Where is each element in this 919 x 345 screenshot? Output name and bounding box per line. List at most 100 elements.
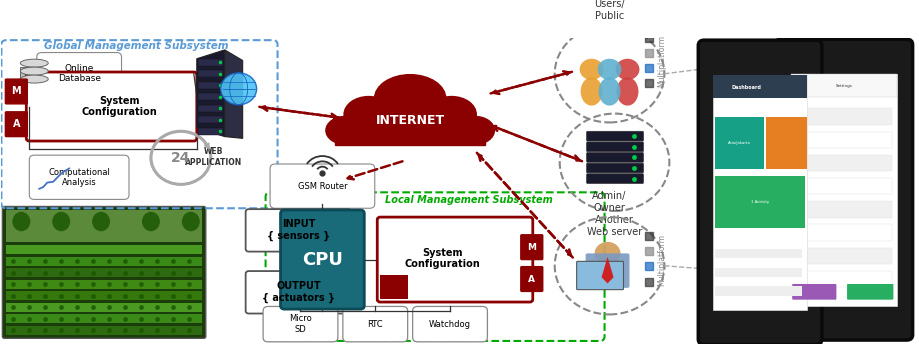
FancyBboxPatch shape bbox=[714, 176, 804, 228]
FancyBboxPatch shape bbox=[520, 267, 542, 292]
FancyBboxPatch shape bbox=[198, 82, 222, 89]
Text: Settings: Settings bbox=[834, 85, 851, 88]
FancyBboxPatch shape bbox=[765, 117, 806, 169]
Ellipse shape bbox=[221, 73, 256, 105]
FancyBboxPatch shape bbox=[270, 164, 374, 208]
FancyBboxPatch shape bbox=[29, 155, 129, 199]
FancyBboxPatch shape bbox=[585, 253, 629, 288]
FancyBboxPatch shape bbox=[792, 178, 891, 194]
FancyBboxPatch shape bbox=[714, 267, 801, 277]
Text: Local Management Subsystem: Local Management Subsystem bbox=[385, 195, 552, 205]
Ellipse shape bbox=[344, 97, 393, 132]
Text: 1 Activity: 1 Activity bbox=[750, 200, 768, 204]
FancyBboxPatch shape bbox=[27, 72, 197, 141]
Circle shape bbox=[597, 59, 621, 80]
Ellipse shape bbox=[359, 112, 414, 140]
Ellipse shape bbox=[426, 97, 476, 132]
Ellipse shape bbox=[182, 212, 199, 231]
FancyBboxPatch shape bbox=[343, 306, 407, 342]
Circle shape bbox=[615, 59, 639, 80]
FancyBboxPatch shape bbox=[245, 209, 351, 252]
FancyBboxPatch shape bbox=[792, 155, 891, 171]
Ellipse shape bbox=[12, 212, 30, 231]
Polygon shape bbox=[335, 130, 485, 145]
Text: System
Configuration: System Configuration bbox=[403, 248, 480, 269]
FancyBboxPatch shape bbox=[714, 117, 763, 169]
FancyBboxPatch shape bbox=[712, 75, 806, 98]
FancyBboxPatch shape bbox=[586, 163, 642, 173]
Text: M: M bbox=[527, 243, 536, 252]
FancyBboxPatch shape bbox=[792, 201, 891, 218]
FancyBboxPatch shape bbox=[712, 75, 806, 310]
FancyBboxPatch shape bbox=[280, 210, 364, 309]
Ellipse shape bbox=[616, 77, 638, 106]
Ellipse shape bbox=[598, 77, 619, 106]
FancyBboxPatch shape bbox=[774, 39, 912, 340]
Ellipse shape bbox=[142, 212, 160, 231]
FancyBboxPatch shape bbox=[263, 306, 337, 342]
Text: Global Management Subsystem: Global Management Subsystem bbox=[44, 41, 228, 51]
FancyBboxPatch shape bbox=[586, 142, 642, 152]
Text: Micro
SD: Micro SD bbox=[289, 314, 312, 334]
FancyBboxPatch shape bbox=[790, 73, 896, 97]
Text: WEB
APPLICATION: WEB APPLICATION bbox=[185, 147, 242, 167]
Text: INPUT
{ sensors }: INPUT { sensors } bbox=[267, 219, 330, 241]
Text: Users/
Public: Users/ Public bbox=[594, 0, 624, 21]
Text: Dashboard: Dashboard bbox=[731, 85, 760, 90]
FancyBboxPatch shape bbox=[792, 108, 891, 125]
Text: OUTPUT
{ actuators }: OUTPUT { actuators } bbox=[262, 282, 335, 303]
FancyBboxPatch shape bbox=[714, 249, 801, 258]
Text: Asia/Jakarta: Asia/Jakarta bbox=[727, 141, 750, 145]
Ellipse shape bbox=[325, 117, 365, 144]
FancyBboxPatch shape bbox=[790, 73, 896, 306]
Circle shape bbox=[579, 59, 603, 80]
FancyBboxPatch shape bbox=[198, 116, 222, 123]
Text: RTC: RTC bbox=[367, 320, 382, 329]
Text: A: A bbox=[13, 119, 20, 129]
FancyBboxPatch shape bbox=[792, 248, 891, 264]
Text: Computational
Analysis: Computational Analysis bbox=[48, 168, 110, 187]
FancyBboxPatch shape bbox=[586, 152, 642, 162]
Ellipse shape bbox=[20, 75, 48, 83]
Polygon shape bbox=[224, 50, 243, 138]
Text: System
Configuration: System Configuration bbox=[81, 96, 157, 117]
Polygon shape bbox=[20, 67, 48, 82]
Ellipse shape bbox=[374, 75, 446, 122]
FancyBboxPatch shape bbox=[380, 275, 408, 299]
FancyBboxPatch shape bbox=[6, 79, 28, 104]
Polygon shape bbox=[197, 50, 224, 137]
FancyBboxPatch shape bbox=[413, 306, 487, 342]
Ellipse shape bbox=[455, 117, 494, 144]
Text: M: M bbox=[12, 87, 21, 97]
Text: Another
Web server: Another Web server bbox=[586, 215, 641, 237]
FancyBboxPatch shape bbox=[6, 210, 201, 242]
FancyBboxPatch shape bbox=[37, 52, 121, 95]
FancyBboxPatch shape bbox=[377, 217, 532, 302]
FancyBboxPatch shape bbox=[520, 235, 542, 259]
FancyBboxPatch shape bbox=[198, 59, 222, 66]
FancyBboxPatch shape bbox=[792, 132, 891, 148]
Text: Online
Database: Online Database bbox=[58, 64, 100, 83]
Text: 24: 24 bbox=[171, 151, 190, 165]
FancyBboxPatch shape bbox=[198, 93, 222, 100]
FancyBboxPatch shape bbox=[198, 105, 222, 112]
FancyBboxPatch shape bbox=[586, 131, 642, 141]
Text: A: A bbox=[528, 275, 535, 284]
Text: INTERNET: INTERNET bbox=[375, 114, 444, 127]
Text: Multiplatform: Multiplatform bbox=[656, 34, 665, 87]
Text: Admin/
Owner: Admin/ Owner bbox=[592, 191, 626, 213]
FancyBboxPatch shape bbox=[698, 40, 821, 345]
Ellipse shape bbox=[580, 77, 602, 106]
Text: GSM Router: GSM Router bbox=[297, 181, 346, 191]
FancyBboxPatch shape bbox=[791, 284, 835, 300]
FancyBboxPatch shape bbox=[6, 112, 28, 137]
FancyBboxPatch shape bbox=[198, 70, 222, 77]
FancyBboxPatch shape bbox=[3, 206, 206, 338]
Ellipse shape bbox=[20, 59, 48, 67]
Ellipse shape bbox=[92, 212, 110, 231]
Circle shape bbox=[594, 242, 619, 265]
Text: Multiplatform: Multiplatform bbox=[656, 234, 665, 286]
FancyBboxPatch shape bbox=[846, 284, 892, 300]
Text: CPU: CPU bbox=[301, 250, 343, 268]
FancyBboxPatch shape bbox=[792, 271, 891, 287]
